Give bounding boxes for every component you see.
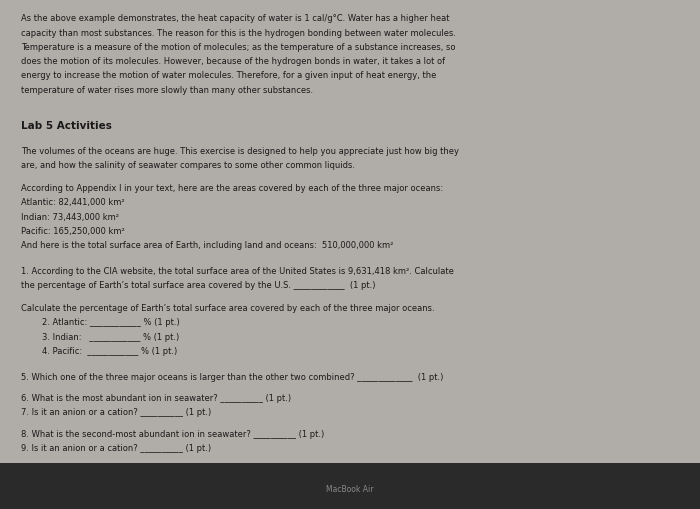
Text: the percentage of Earth’s total surface area covered by the U.S. ____________  (: the percentage of Earth’s total surface … [21,281,375,290]
Text: Atlantic: 82,441,000 km²: Atlantic: 82,441,000 km² [21,198,125,207]
Text: 5. Which one of the three major oceans is larger than the other two combined? __: 5. Which one of the three major oceans i… [21,372,443,381]
Text: 8. What is the second-most abundant ion in seawater? __________ (1 pt.): 8. What is the second-most abundant ion … [21,429,324,438]
Text: Indian: 73,443,000 km²: Indian: 73,443,000 km² [21,212,119,221]
Bar [0,463,700,509]
Text: The volumes of the oceans are huge. This exercise is designed to help you apprec: The volumes of the oceans are huge. This… [21,147,459,156]
Text: 4. Pacific:  ____________ % (1 pt.): 4. Pacific: ____________ % (1 pt.) [42,346,177,355]
Text: As the above example demonstrates, the heat capacity of water is 1 cal/g°C. Wate: As the above example demonstrates, the h… [21,14,449,23]
Text: 9. Is it an anion or a cation? __________ (1 pt.): 9. Is it an anion or a cation? _________… [21,443,211,452]
Text: energy to increase the motion of water molecules. Therefore, for a given input o: energy to increase the motion of water m… [21,71,436,80]
Text: And here is the total surface area of Earth, including land and oceans:  510,000: And here is the total surface area of Ea… [21,241,393,250]
Text: According to Appendix I in your text, here are the areas covered by each of the : According to Appendix I in your text, he… [21,184,443,193]
Text: capacity than most substances. The reason for this is the hydrogen bonding betwe: capacity than most substances. The reaso… [21,29,456,38]
Text: temperature of water rises more slowly than many other substances.: temperature of water rises more slowly t… [21,86,313,95]
Text: Calculate the percentage of Earth’s total surface area covered by each of the th: Calculate the percentage of Earth’s tota… [21,303,435,313]
Text: MacBook Air: MacBook Air [326,484,374,493]
Text: 2. Atlantic: ____________ % (1 pt.): 2. Atlantic: ____________ % (1 pt.) [42,318,180,327]
Text: 3. Indian:   ____________ % (1 pt.): 3. Indian: ____________ % (1 pt.) [42,332,179,341]
Text: 7. Is it an anion or a cation? __________ (1 pt.): 7. Is it an anion or a cation? _________… [21,408,211,416]
Text: Lab 5 Activities: Lab 5 Activities [21,121,112,131]
Text: 6. What is the most abundant ion in seawater? __________ (1 pt.): 6. What is the most abundant ion in seaw… [21,393,291,402]
Text: does the motion of its molecules. However, because of the hydrogen bonds in wate: does the motion of its molecules. Howeve… [21,57,445,66]
Text: 1. According to the CIA website, the total surface area of the United States is : 1. According to the CIA website, the tot… [21,267,454,275]
Text: are, and how the salinity of seawater compares to some other common liquids.: are, and how the salinity of seawater co… [21,161,355,170]
Text: Temperature is a measure of the motion of molecules; as the temperature of a sub: Temperature is a measure of the motion o… [21,43,456,52]
Text: Pacific: 165,250,000 km²: Pacific: 165,250,000 km² [21,227,125,236]
